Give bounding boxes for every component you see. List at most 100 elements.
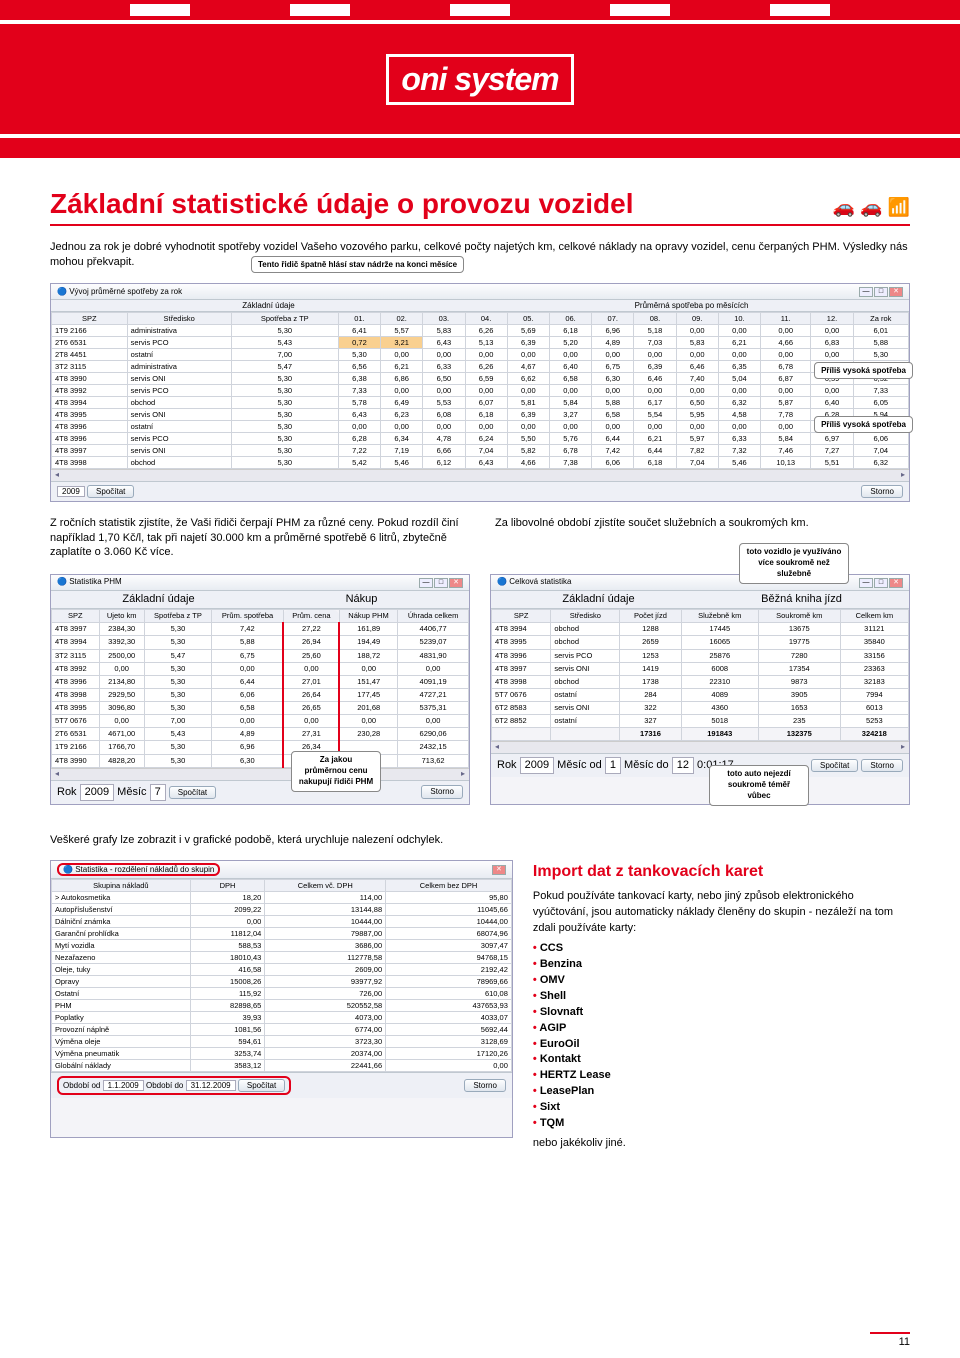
import-item: EuroOil [533, 1037, 910, 1053]
table-row: 4T8 39904828,205,306,3026,88713,62 [52, 754, 469, 767]
callout-nejezdi: toto auto nejezdí soukromě téměř vůbec [709, 765, 809, 805]
od-input[interactable]: 1.1.2009 [103, 1080, 144, 1091]
table-row: 3T2 31152500,005,476,7525,60188,724831,9… [52, 649, 469, 662]
callout-top: Tento řidič špatně hlásí stav nádrže na … [251, 256, 464, 273]
import-item: Sixt [533, 1100, 910, 1116]
table-row: 4T8 3996servis PCO5,306,286,344,786,245,… [52, 432, 909, 444]
import-item: HERTZ Lease [533, 1068, 910, 1084]
table-row: 4T8 39920,005,300,000,000,000,00 [52, 662, 469, 675]
import-title: Import dat z tankovacích karet [533, 860, 910, 883]
do-input[interactable]: 31.12.2009 [186, 1080, 236, 1091]
import-item: Kontakt [533, 1052, 910, 1068]
window-controls[interactable]: —□✕ [858, 286, 903, 297]
table-row: 6T2 8583servis ONI322436016536013 [492, 702, 909, 715]
table-row: 4T8 3994obchod1288174451367531121 [492, 623, 909, 636]
window-footer: Rok 2009 Měsíc od 1 Měsíc do 12 0:01:17 … [491, 753, 909, 777]
section-header: Základní údajeBěžná kniha jízd [491, 591, 909, 609]
para-graphs: Veškeré grafy lze zobrazit i v grafické … [50, 833, 910, 848]
table-row: Výměna pneumatik3253,7420374,0017120,26 [52, 1047, 512, 1059]
cancel-button[interactable]: Storno [861, 485, 903, 498]
table-row: Nezařazeno18010,43112778,5894768,15 [52, 951, 512, 963]
table-row: PHM82898,65520552,58437653,93 [52, 999, 512, 1011]
import-item: CCS [533, 941, 910, 957]
table-row: 4T8 39972384,305,307,4227,22161,894406,7… [52, 623, 469, 636]
window-title: Vývoj průměrné spotřeby za rok [69, 287, 182, 296]
naklady-table: Skupina nákladůDPHCelkem vč. DPHCelkem b… [51, 879, 512, 1072]
callout-phm: Za jakou průměrnou cenu nakupují řidiči … [291, 751, 381, 791]
callout-vice-soukrome: toto vozidlo je využíváno více soukromě … [739, 543, 849, 583]
table-row: Oleje, tuky416,582609,002192,42 [52, 963, 512, 975]
table-row: 1T9 21661766,705,306,9626,342432,15 [52, 741, 469, 754]
window-title: Statistika PHM [69, 577, 121, 586]
table-row: 4T8 3990servis ONI5,306,386,866,506,596,… [52, 372, 909, 384]
do-input[interactable]: 12 [672, 757, 694, 774]
table-row: 4T8 39962134,805,306,4427,01151,474091,1… [52, 675, 469, 688]
od-label: Období od [63, 1081, 100, 1090]
window-titlebar: 🔵 Vývoj průměrné spotřeby za rok —□✕ [51, 284, 909, 300]
mesic-label: Měsíc [117, 786, 146, 798]
window-titlebar: 🔵 Statistika - rozdělení nákladů do skup… [51, 861, 512, 879]
calc-button[interactable]: Spočítat [87, 485, 134, 498]
window-footer: 2009 Spočítat Storno [51, 481, 909, 501]
import-item: Benzina [533, 957, 910, 973]
window-titlebar: 🔵 Statistika PHM —□✕ [51, 575, 469, 591]
window-footer: Období od 1.1.2009 Období do 31.12.2009 … [51, 1072, 512, 1098]
para-left: Z ročních statistik zjistíte, že Vaši ři… [50, 516, 465, 561]
calc-button[interactable]: Spočítat [811, 759, 858, 772]
window-footer: Rok 2009 Měsíc 7 Spočítat Storno [51, 780, 469, 804]
window-title: Celková statistika [509, 577, 571, 586]
table-row: 4T8 3998obchod5,305,425,466,126,434,667,… [52, 456, 909, 468]
import-item: OMV [533, 973, 910, 989]
table-row: 4T8 3998obchod173822310987332183 [492, 675, 909, 688]
rok-label: Rok [497, 759, 517, 771]
od-input[interactable]: 1 [605, 757, 621, 774]
header-bar: oni system [0, 24, 960, 134]
spotreby-table: SPZStřediskoSpotřeba z TP01.02.03.04.05.… [51, 312, 909, 469]
rok-label: Rok [57, 786, 77, 798]
mesic-input[interactable]: 7 [150, 784, 166, 801]
scrollbar[interactable] [51, 768, 469, 780]
table-row: 3T2 3115administrativa5,476,566,216,336,… [52, 360, 909, 372]
do-label: Období do [146, 1081, 183, 1090]
import-list: CCSBenzinaOMVShellSlovnaftAGIPEuroOilKon… [533, 941, 910, 1132]
title-icons: 🚗 🚗 📶 [833, 197, 910, 218]
callout-right-2: Příliš vysoká spotřeba [814, 416, 913, 433]
table-row: 4T8 3997servis ONI5,307,227,196,667,045,… [52, 444, 909, 456]
import-item: TQM [533, 1116, 910, 1132]
screenshot-phm: Za jakou průměrnou cenu nakupují řidiči … [50, 574, 470, 804]
intro-text: Jednou za rok je dobré vyhodnotit spotře… [50, 240, 910, 271]
page-title: Základní statistické údaje o provozu voz… [50, 188, 910, 226]
table-row: 5T7 0676ostatní284408939057994 [492, 688, 909, 701]
import-block: Import dat z tankovacích karet Pokud pou… [533, 860, 910, 1152]
table-row: Garanční prohlídka11812,0479887,0068074,… [52, 927, 512, 939]
table-row: Ostatní115,92726,00610,08 [52, 987, 512, 999]
table-row: Globální náklady3583,1222441,660,00 [52, 1059, 512, 1071]
rok-input[interactable]: 2009 [520, 757, 554, 774]
page-number: 11 [870, 1332, 910, 1348]
window-controls[interactable]: —□✕ [858, 577, 903, 588]
section-header: Základní údajePrůměrná spotřeba po měsíc… [51, 300, 909, 312]
cancel-button[interactable]: Storno [421, 785, 463, 800]
table-row: 2T8 4451ostatní7,005,300,000,000,000,000… [52, 348, 909, 360]
calc-button[interactable]: Spočítat [169, 786, 216, 799]
table-row: 4T8 39943392,305,305,8826,94194,495239,0… [52, 636, 469, 649]
cancel-button[interactable]: Storno [464, 1079, 506, 1092]
table-row: 4T8 3997servis ONI141960081735423363 [492, 662, 909, 675]
cancel-button[interactable]: Storno [861, 759, 903, 772]
header-tabs [0, 0, 960, 20]
import-intro: Pokud používáte tankovací karty, nebo ji… [533, 889, 910, 937]
year-input[interactable]: 2009 [57, 486, 85, 497]
window-controls[interactable]: —□✕ [418, 577, 463, 588]
table-row: Autopříslušenství2099,2213144,8811045,66 [52, 903, 512, 915]
table-row: 2T6 6531servis PCO5,430,723,216,435,136,… [52, 336, 909, 348]
table-row: 4T8 39982929,505,306,0626,64177,454727,2… [52, 688, 469, 701]
table-row: Výměna oleje594,613723,303128,69 [52, 1035, 512, 1047]
rok-input[interactable]: 2009 [80, 784, 114, 801]
import-item: LeasePlan [533, 1084, 910, 1100]
table-row: Provozní náplně1081,566774,005692,44 [52, 1023, 512, 1035]
window-controls[interactable]: ✕ [491, 864, 506, 875]
scrollbar[interactable] [491, 741, 909, 753]
calc-button[interactable]: Spočítat [238, 1079, 285, 1092]
celkova-table: SPZStřediskoPočet jízdSlužebně kmSoukrom… [491, 609, 909, 741]
scrollbar[interactable] [51, 469, 909, 481]
